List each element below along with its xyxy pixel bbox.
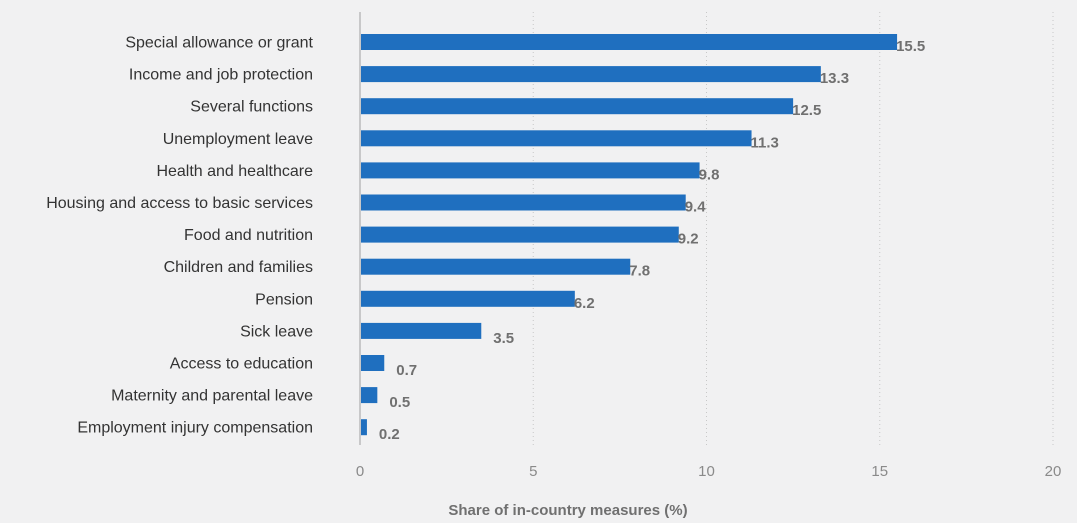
category-label: Special allowance or grant: [125, 35, 313, 52]
bars: [361, 34, 898, 436]
x-tick-label: 10: [698, 463, 715, 480]
bar: [361, 419, 367, 436]
category-label: Housing and access to basic services: [46, 195, 313, 212]
category-label: Access to education: [170, 356, 313, 373]
bar: [361, 66, 821, 83]
category-label: Children and families: [164, 259, 313, 276]
x-axis-ticks: 0 5 10 15 20: [356, 463, 1062, 480]
data-label: 7.8: [629, 263, 650, 280]
category-label: Employment injury compensation: [77, 420, 313, 437]
bar: [361, 387, 378, 404]
data-label: 6.2: [574, 295, 595, 312]
data-label: 11.3: [751, 134, 779, 151]
x-axis-title: Share of in-country measures (%): [448, 502, 687, 519]
bar: [361, 34, 898, 50]
data-label: 9.8: [699, 166, 720, 183]
data-label: 9.4: [685, 199, 707, 216]
x-tick-label: 0: [356, 463, 364, 480]
category-label: Sick leave: [240, 323, 313, 340]
x-tick-label: 5: [529, 463, 537, 480]
bar: [361, 258, 631, 275]
bar: [361, 226, 679, 243]
bar: [361, 98, 794, 115]
data-label: 13.3: [820, 70, 849, 87]
category-label: Income and job protection: [129, 67, 313, 84]
x-tick-label: 15: [871, 463, 888, 480]
data-label: 0.5: [389, 394, 410, 411]
bar: [361, 194, 686, 211]
data-label: 12.5: [792, 102, 821, 119]
bar: [361, 322, 482, 339]
category-label: Health and healthcare: [156, 163, 313, 180]
data-label: 15.5: [896, 38, 925, 55]
x-tick-label: 20: [1045, 463, 1062, 480]
category-label: Several functions: [190, 99, 313, 116]
bar: [361, 355, 385, 371]
bar: [361, 130, 752, 147]
data-label: 9.2: [678, 231, 699, 248]
data-label: 0.7: [396, 362, 417, 379]
value-labels: 15.5 13.3 12.5 11.3 9.8 9.4 9.2 7.8 6.2 3.5 0.7 0.5…: [379, 38, 925, 443]
bar: [361, 290, 575, 307]
category-label: Unemployment leave: [163, 131, 313, 148]
grid-lines: [359, 12, 1054, 445]
category-label: Maternity and parental leave: [111, 388, 313, 405]
bar: [361, 162, 700, 179]
category-label: Food and nutrition: [184, 227, 313, 244]
category-label: Pension: [255, 291, 313, 308]
data-label: 3.5: [493, 330, 514, 347]
category-labels: Special allowance or grant Income and job…: [46, 35, 313, 437]
data-label: 0.2: [379, 426, 400, 443]
